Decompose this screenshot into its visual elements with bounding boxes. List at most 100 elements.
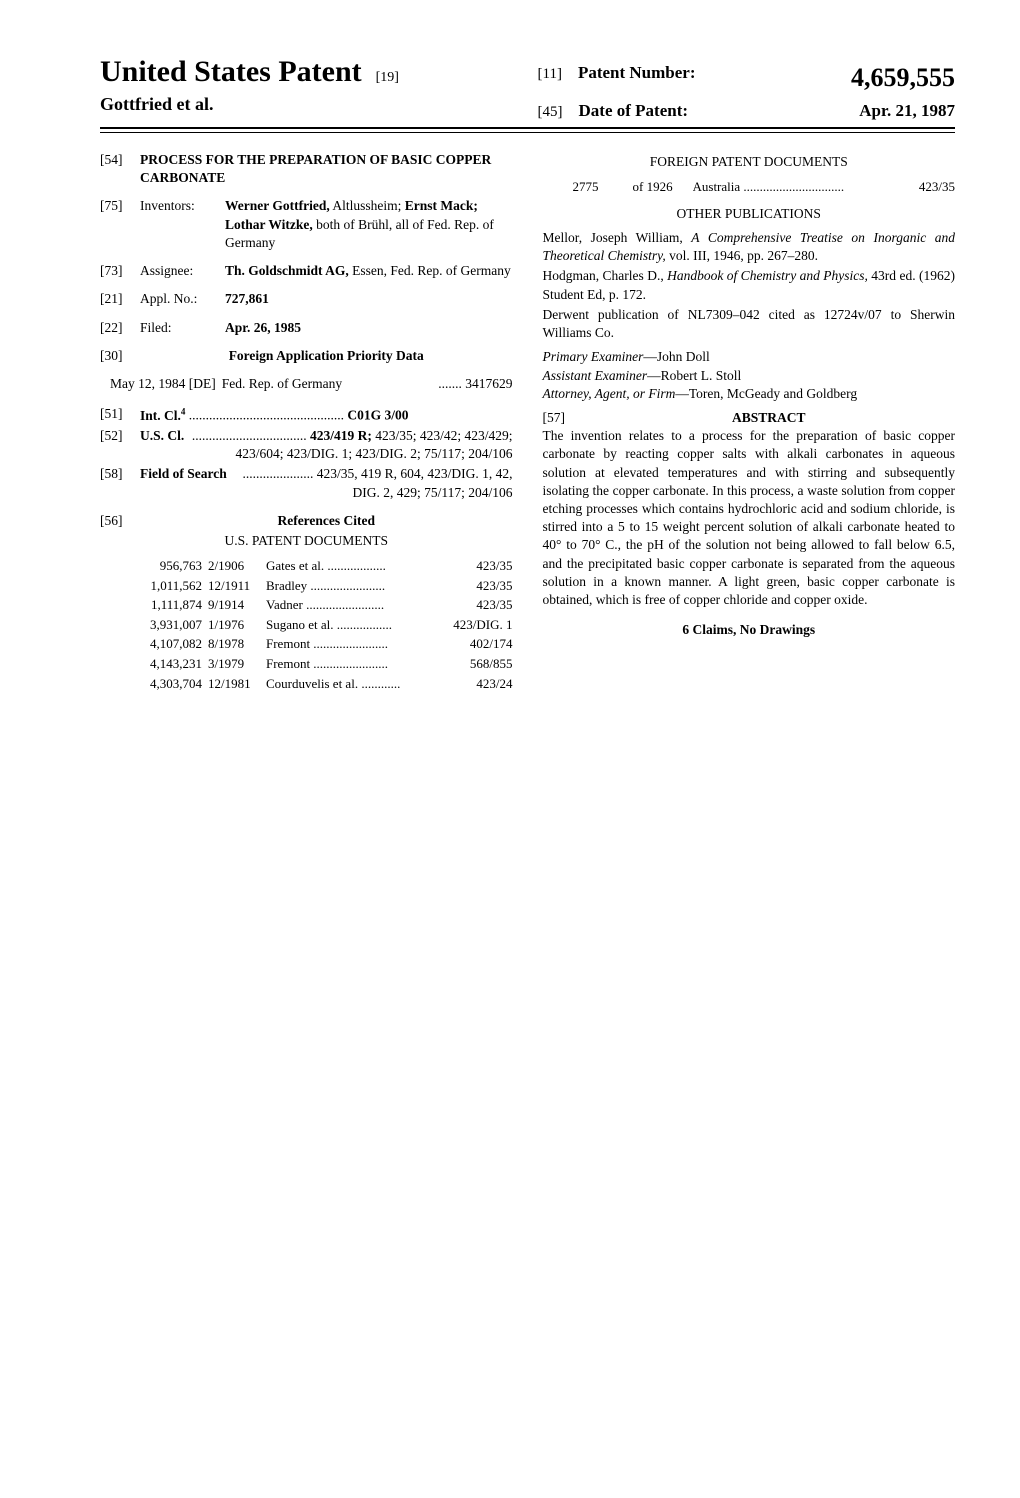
examiner-block: Primary Examiner—John Doll Assistant Exa… xyxy=(543,348,956,403)
ref-num: 3,931,007 xyxy=(130,616,208,634)
field-51-content: Int. Cl.4 ..............................… xyxy=(140,405,513,425)
ref-num: 4,303,704 xyxy=(130,675,208,693)
foreign-ref-row: 2775 of 1926 Australia .................… xyxy=(543,177,956,197)
field-75-label: Inventors: xyxy=(140,197,225,252)
assignee-rest: Essen, Fed. Rep. of Germany xyxy=(349,263,511,278)
ref-inventor: Gates et al. .................. xyxy=(266,557,476,575)
field-51-num: [51] xyxy=(100,405,140,425)
patent-num-label: Patent Number: xyxy=(578,63,696,82)
attorney-line: Attorney, Agent, or Firm—Toren, McGeady … xyxy=(543,385,956,403)
ref-date: 9/1914 xyxy=(208,596,266,614)
patent-number-row: [11] Patent Number: 4,659,555 xyxy=(538,63,956,93)
field-56: [56] References Cited xyxy=(100,512,513,530)
inventor-surname-line: Gottfried et al. xyxy=(100,94,518,115)
date-value: Apr. 21, 1987 xyxy=(859,101,955,121)
ref-date: 1/1976 xyxy=(208,616,266,634)
field-30: [30] Foreign Application Priority Data xyxy=(100,347,513,365)
header-left: United States Patent [19] Gottfried et a… xyxy=(100,55,518,115)
field-30-heading: Foreign Application Priority Data xyxy=(140,347,513,365)
us-docs-heading: U.S. PATENT DOCUMENTS xyxy=(100,532,513,550)
ref-cls: 423/35 xyxy=(476,577,512,595)
ref-date: 12/1911 xyxy=(208,577,266,595)
claims-line: 6 Claims, No Drawings xyxy=(543,621,956,639)
field-73-content: Th. Goldschmidt AG, Essen, Fed. Rep. of … xyxy=(225,262,513,280)
publication-entry: Mellor, Joseph William, A Comprehensive … xyxy=(543,229,956,265)
date-code: [45] xyxy=(538,104,563,120)
ref-cls: 568/855 xyxy=(470,655,513,673)
field-56-num: [56] xyxy=(100,512,140,530)
field-30-num: [30] xyxy=(100,347,140,365)
field-57-num: [57] xyxy=(543,409,583,427)
field-54: [54] PROCESS FOR THE PREPARATION OF BASI… xyxy=(100,151,513,187)
columns: [54] PROCESS FOR THE PREPARATION OF BASI… xyxy=(100,151,955,693)
abstract-header: [57] ABSTRACT xyxy=(543,409,956,427)
foreign-ref-country: Australia ..............................… xyxy=(693,178,919,196)
thick-rule xyxy=(100,127,955,129)
us-ref-row: 1,011,56212/1911Bradley ................… xyxy=(100,576,513,596)
ref-inventor: Sugano et al. ................. xyxy=(266,616,453,634)
field-58-num: [58] xyxy=(100,465,140,501)
publication-entry: Derwent publication of NL7309–042 cited … xyxy=(543,306,956,342)
field-56-heading: References Cited xyxy=(140,512,513,530)
ref-num: 4,107,082 xyxy=(130,635,208,653)
us-cl-bold: 423/419 R; xyxy=(310,428,372,443)
patent-number: 4,659,555 xyxy=(851,63,955,93)
field-22-num: [22] xyxy=(100,319,140,337)
field-21-num: [21] xyxy=(100,290,140,308)
abstract-text: The invention relates to a process for t… xyxy=(543,427,956,609)
ref-date: 3/1979 xyxy=(208,655,266,673)
field-75-content: Werner Gottfried, Altlussheim; Ernst Mac… xyxy=(225,197,513,252)
priority-date: May 12, 1984 [DE] xyxy=(110,375,216,393)
field-52-content: U.S. Cl. ...............................… xyxy=(140,427,513,463)
field-54-title: PROCESS FOR THE PREPARATION OF BASIC COP… xyxy=(140,151,513,187)
priority-country: Fed. Rep. of Germany xyxy=(216,375,439,393)
left-column: [54] PROCESS FOR THE PREPARATION OF BASI… xyxy=(100,151,513,693)
ref-cls: 423/24 xyxy=(476,675,512,693)
foreign-ref-num: 2775 xyxy=(573,178,633,196)
field-73-label: Assignee: xyxy=(140,262,225,280)
foreign-ref-cls: 423/35 xyxy=(919,178,955,196)
field-52-num: [52] xyxy=(100,427,140,463)
right-column: FOREIGN PATENT DOCUMENTS 2775 of 1926 Au… xyxy=(543,151,956,693)
ref-inventor: Bradley ....................... xyxy=(266,577,476,595)
abstract-heading: ABSTRACT xyxy=(583,409,956,427)
us-ref-row: 4,107,0828/1978Fremont .................… xyxy=(100,634,513,654)
foreign-docs-heading: FOREIGN PATENT DOCUMENTS xyxy=(543,153,956,171)
field-search-text: 423/35, 419 R, 604, 423/DIG. 1, 42, DIG.… xyxy=(317,466,513,499)
field-21-content: 727,861 xyxy=(225,290,513,308)
other-pub-heading: OTHER PUBLICATIONS xyxy=(543,205,956,223)
ref-inventor: Courduvelis et al. ............ xyxy=(266,675,476,693)
ref-inventor: Fremont ....................... xyxy=(266,635,470,653)
field-58-content: Field of Search ..................... 42… xyxy=(140,465,513,501)
us-ref-row: 956,7632/1906Gates et al. ..............… xyxy=(100,556,513,576)
us-ref-row: 1,111,8749/1914Vadner ..................… xyxy=(100,595,513,615)
ref-inventor: Vadner ........................ xyxy=(266,596,476,614)
field-52: [52] U.S. Cl. ..........................… xyxy=(100,427,513,463)
field-75-num: [75] xyxy=(100,197,140,252)
field-22-label: Filed: xyxy=(140,319,225,337)
field-21: [21] Appl. No.: 727,861 xyxy=(100,290,513,308)
field-58: [58] Field of Search ...................… xyxy=(100,465,513,501)
publication-entry: Hodgman, Charles D., Handbook of Chemist… xyxy=(543,267,956,303)
ref-num: 956,763 xyxy=(130,557,208,575)
ref-date: 8/1978 xyxy=(208,635,266,653)
field-73: [73] Assignee: Th. Goldschmidt AG, Essen… xyxy=(100,262,513,280)
field-54-num: [54] xyxy=(100,151,140,187)
priority-number: ....... 3417629 xyxy=(438,375,512,393)
int-cl-value: C01G 3/00 xyxy=(347,408,408,423)
patent-title-code: [19] xyxy=(376,70,399,85)
ref-num: 4,143,231 xyxy=(130,655,208,673)
field-22: [22] Filed: Apr. 26, 1985 xyxy=(100,319,513,337)
patent-title: United States Patent xyxy=(100,55,362,88)
publications-list: Mellor, Joseph William, A Comprehensive … xyxy=(543,229,956,342)
primary-examiner-line: Primary Examiner—John Doll xyxy=(543,348,956,366)
header: United States Patent [19] Gottfried et a… xyxy=(100,55,955,121)
assignee-name: Th. Goldschmidt AG, xyxy=(225,263,349,278)
patent-front-page: United States Patent [19] Gottfried et a… xyxy=(0,0,1020,743)
ref-cls: 423/35 xyxy=(476,596,512,614)
date-row: [45] Date of Patent: Apr. 21, 1987 xyxy=(538,101,956,121)
field-51: [51] Int. Cl.4 .........................… xyxy=(100,405,513,425)
ref-date: 2/1906 xyxy=(208,557,266,575)
foreign-priority-row: May 12, 1984 [DE] Fed. Rep. of Germany .… xyxy=(100,375,513,393)
ref-cls: 423/35 xyxy=(476,557,512,575)
